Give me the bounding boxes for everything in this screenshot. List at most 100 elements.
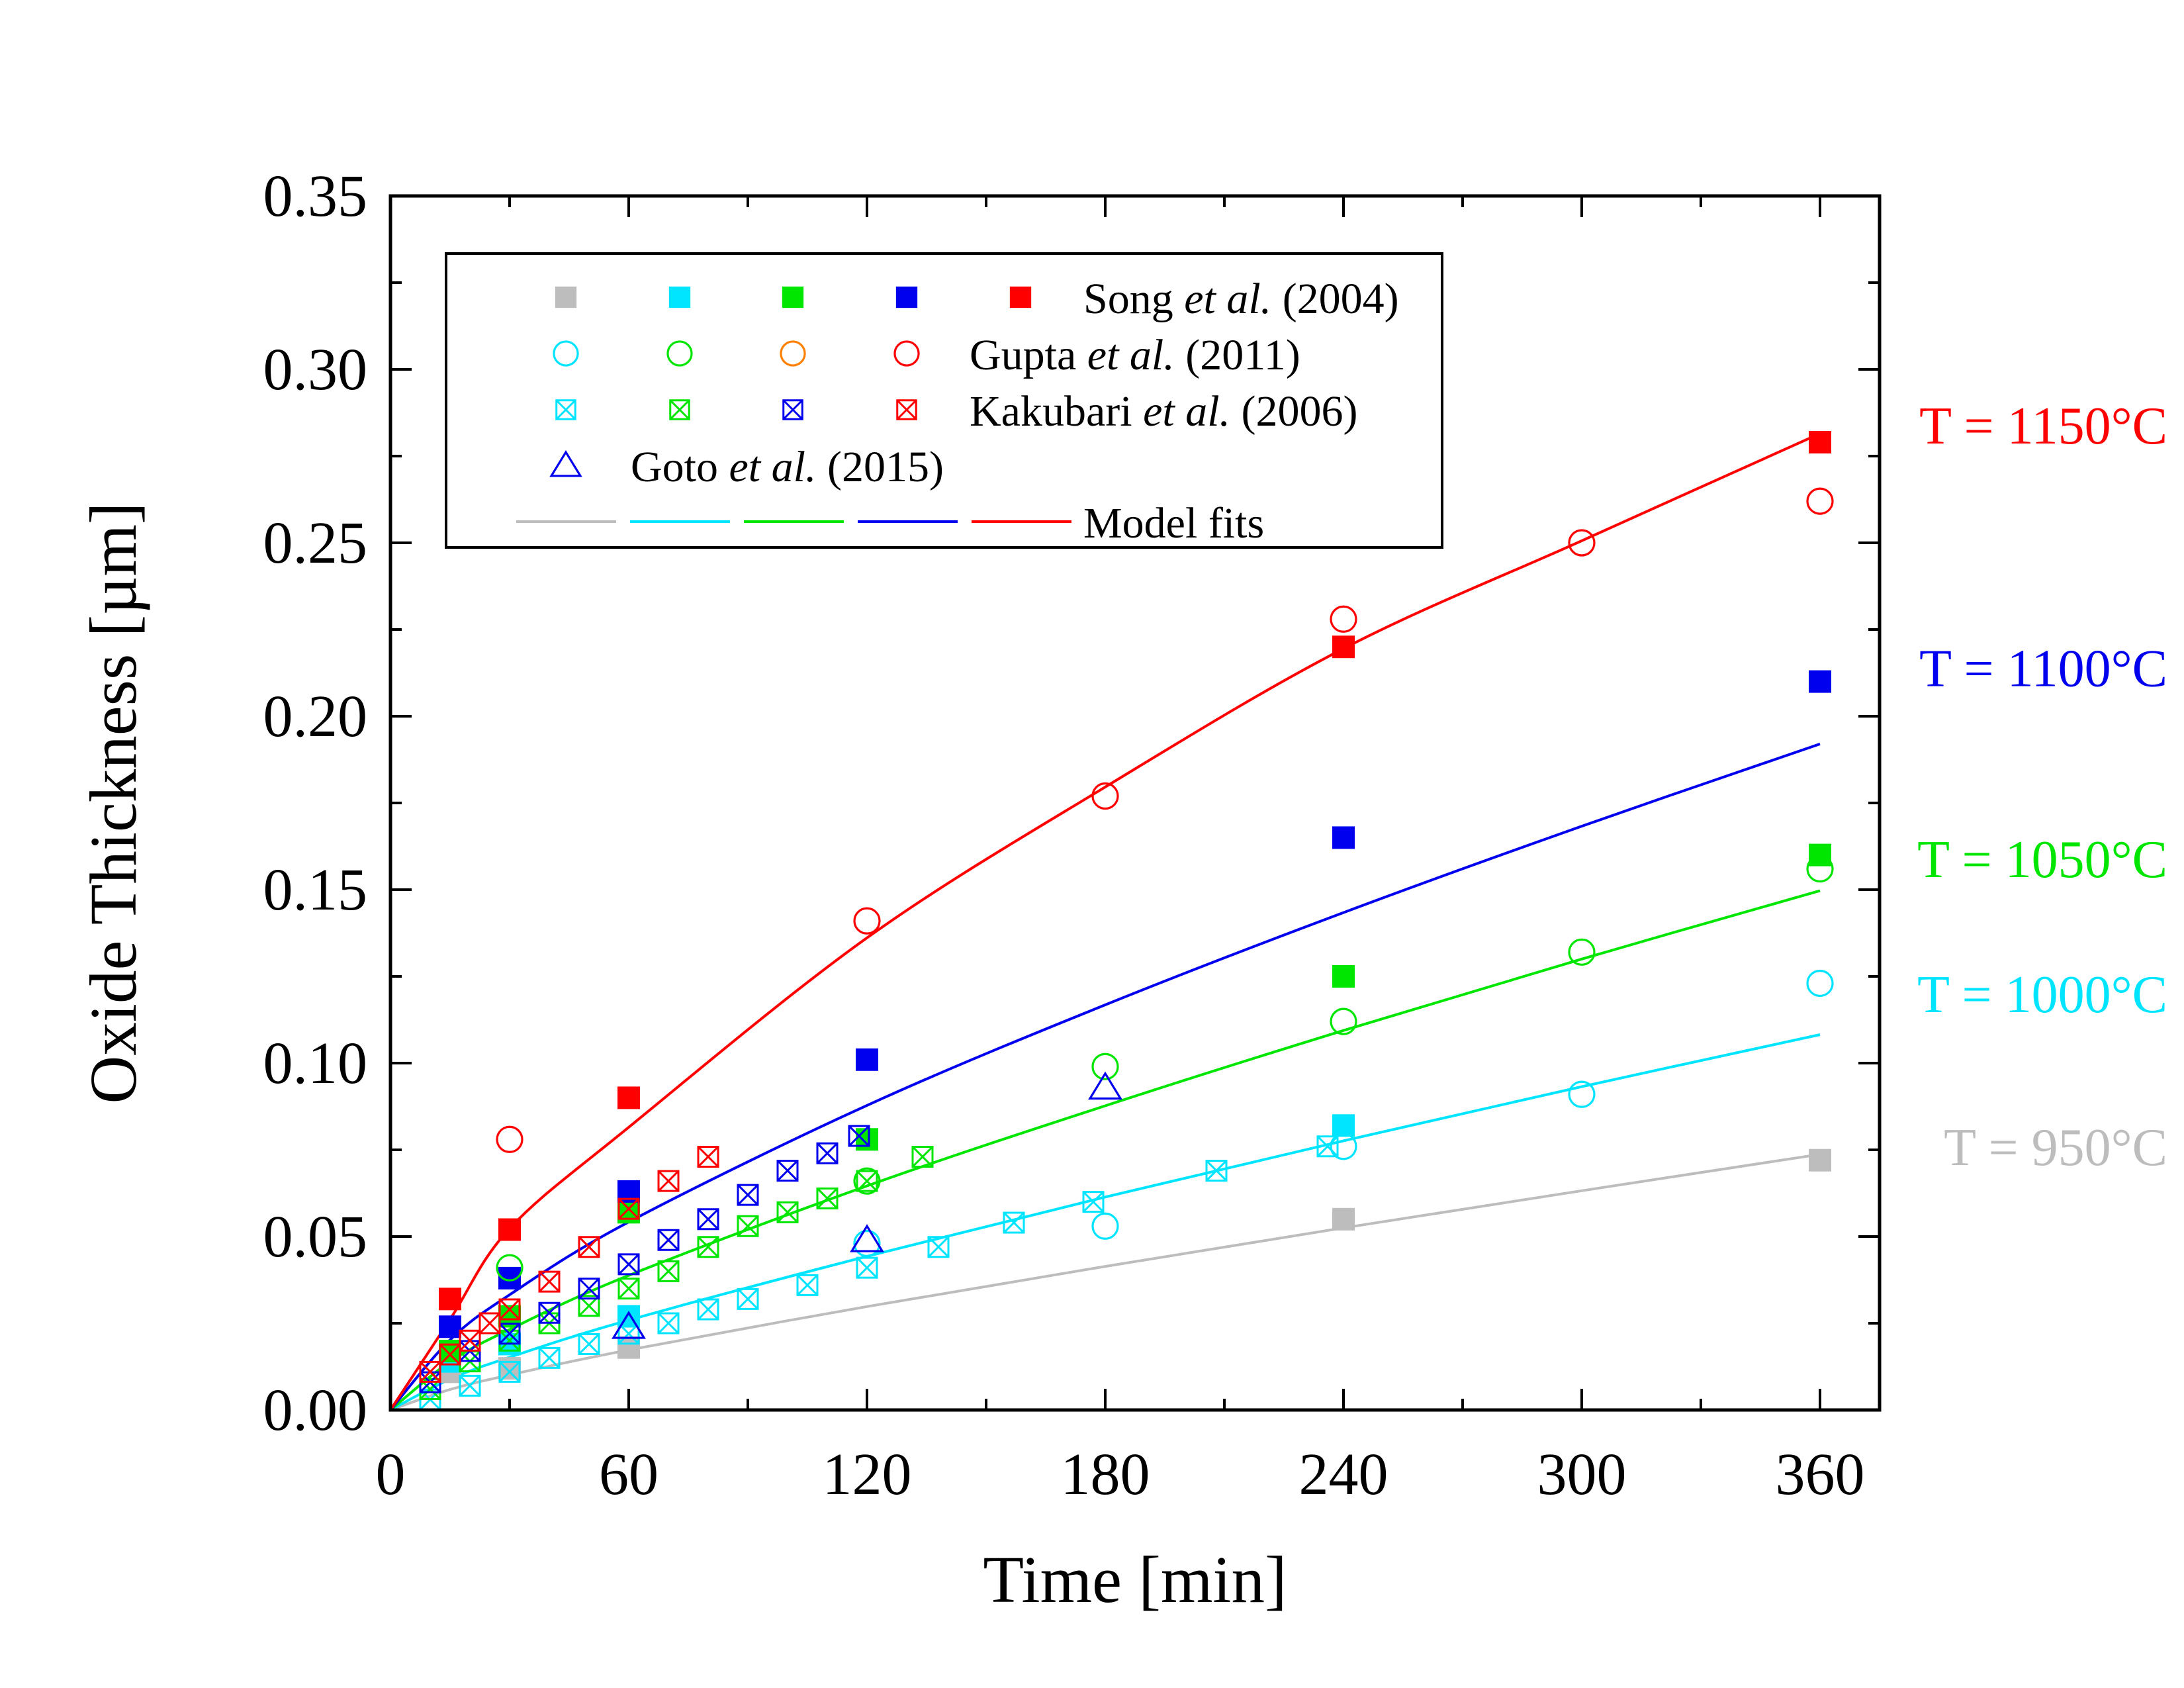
legend-label-author: Song [1083, 275, 1184, 323]
legend-label-author: Goto [631, 443, 729, 491]
data-point-song-1150c [1809, 431, 1831, 454]
data-point-song-1050c [439, 1339, 461, 1362]
legend-label: Model fits [1083, 499, 1264, 547]
y-tick-label: 0.35 [263, 164, 368, 229]
legend-label-author: Gupta [970, 331, 1087, 379]
x-tick-label: 240 [1299, 1442, 1388, 1507]
data-point-kakubari-1150c [478, 1312, 501, 1335]
legend-label-etal: et al. [1184, 275, 1271, 323]
legend-marker-x-square [782, 399, 803, 420]
legend-marker-x-square [669, 399, 690, 420]
data-point-kakubari-1150c [538, 1270, 561, 1293]
data-point-kakubari-1000c [498, 1360, 521, 1383]
data-point-song-1100c [1332, 826, 1355, 849]
legend-marker-circle [780, 340, 806, 367]
data-point-gupta-1050c [496, 1254, 523, 1282]
data-point-song-1150c [439, 1288, 461, 1311]
legend-label-etal: et al. [729, 443, 817, 491]
temperature-label: T = 1100°C [1919, 640, 2167, 698]
data-point-kakubari-1000c [697, 1298, 719, 1321]
ticks-layer: 0 60 120 180 240 300 360 0.00 0.05 0.10 0.15 0.20 0.… [263, 164, 1880, 1507]
x-tick-label: 360 [1776, 1442, 1865, 1507]
y-tick-label: 0.00 [263, 1378, 368, 1443]
data-point-song-1150c [498, 1218, 521, 1241]
data-point-kakubari-1000c [1316, 1135, 1339, 1158]
legend-label-etal: et al. [1143, 387, 1230, 436]
legend-label-author: Model fits [1083, 499, 1264, 547]
data-point-goto-1100c [850, 1224, 884, 1252]
data-point-gupta-1150c [1330, 605, 1357, 633]
model-fit-line-model-fit-1150c [389, 432, 1821, 1411]
data-point-song-1150c [1332, 635, 1355, 659]
data-point-song-1050c [1332, 965, 1355, 988]
series-gupta-1000c [853, 969, 1834, 1258]
data-point-kakubari-1100c [657, 1229, 680, 1251]
temperature-labels: T = 1150°C T = 1100°C T = 1050°C T = 1000°C… [1917, 397, 2167, 1177]
y-tick-label: 0.25 [263, 510, 368, 576]
legend-marker-triangle [549, 449, 582, 477]
data-point-kakubari-1100c [617, 1253, 640, 1276]
data-point-kakubari-1050c [911, 1145, 934, 1168]
data-point-gupta-1000c [1330, 1133, 1357, 1160]
data-point-kakubari-1000c [459, 1374, 481, 1397]
legend-marker-filled-square [668, 286, 691, 308]
legend-label-year: (2015) [816, 443, 943, 491]
data-point-gupta-1050c [1568, 938, 1596, 966]
data-point-kakubari-1100c [578, 1278, 600, 1300]
legend-label: Gupta et al. (2011) [970, 331, 1300, 379]
data-point-kakubari-1050c [617, 1278, 640, 1300]
plot-layer [389, 431, 1834, 1411]
x-tick-label: 300 [1537, 1442, 1627, 1507]
data-point-song-1050c [617, 1201, 640, 1224]
legend-box [445, 252, 1443, 549]
data-point-kakubari-1000c [856, 1256, 878, 1279]
data-point-kakubari-1150c [578, 1236, 600, 1258]
temperature-label: T = 1050°C [1917, 831, 2167, 889]
data-point-kakubari-1000c [538, 1346, 561, 1369]
data-point-kakubari-1000c [1205, 1159, 1228, 1182]
data-point-gupta-1150c [1091, 782, 1119, 810]
legend-label: Goto et al. (2015) [631, 443, 944, 491]
data-point-kakubari-1150c [439, 1343, 461, 1366]
legend-label-year: (2006) [1230, 387, 1357, 436]
y-axis-title: Oxide Thickness [µm] [76, 502, 150, 1103]
temperature-label: T = 1150°C [1919, 397, 2167, 455]
data-point-song-950c [1332, 1207, 1355, 1231]
temperature-label: T = 1000°C [1917, 966, 2167, 1024]
legend-label-year: (2011) [1175, 331, 1300, 379]
data-point-kakubari-1150c [419, 1360, 441, 1383]
data-point-gupta-1000c [1806, 969, 1834, 998]
legend-marker-circle [893, 340, 920, 367]
legend-label-etal: et al. [1087, 331, 1175, 379]
data-point-kakubari-1100c [737, 1184, 759, 1206]
data-point-kakubari-1000c [657, 1312, 680, 1335]
data-point-kakubari-1000c [578, 1333, 600, 1355]
data-point-kakubari-1150c [459, 1329, 481, 1352]
data-point-kakubari-1000c [1003, 1211, 1025, 1234]
data-point-song-1050c [856, 1128, 878, 1151]
legend-label-author: Kakubari [970, 387, 1143, 436]
x-axis-title: Time [min] [983, 1542, 1287, 1617]
data-point-kakubari-1100c [776, 1159, 799, 1182]
series-song-1150c [439, 431, 1831, 1311]
legend-label: Song et al. (2004) [1083, 275, 1399, 323]
data-point-kakubari-1050c [856, 1170, 878, 1192]
model-fit-line-model-fit-1050c [389, 889, 1821, 1411]
temperature-label: T = 950°C [1944, 1119, 2167, 1177]
data-point-kakubari-1150c [657, 1170, 680, 1192]
legend: Song et al. (2004) Gupta et al. (2011) Kak… [445, 252, 1443, 549]
y-tick-label: 0.20 [263, 684, 368, 749]
x-tick-label: 120 [823, 1442, 912, 1507]
data-point-kakubari-1050c [816, 1187, 839, 1209]
data-point-kakubari-1000c [927, 1236, 950, 1258]
data-point-kakubari-1100c [848, 1125, 870, 1147]
legend-marker-filled-square [555, 286, 577, 308]
y-tick-label: 0.05 [263, 1204, 368, 1270]
data-point-kakubari-1050c [657, 1260, 680, 1282]
data-point-song-950c [617, 1336, 640, 1359]
data-point-kakubari-1000c [737, 1288, 759, 1310]
data-point-kakubari-1050c [776, 1201, 799, 1223]
legend-marker-circle [553, 340, 579, 367]
data-point-gupta-1050c [853, 1167, 881, 1195]
